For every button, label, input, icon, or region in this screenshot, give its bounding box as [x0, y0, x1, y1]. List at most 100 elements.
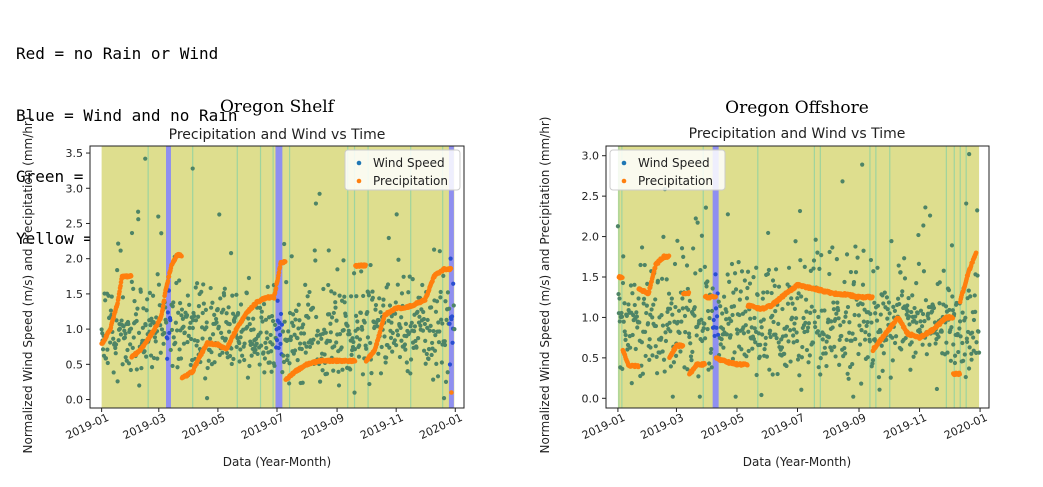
wind-speed-point	[914, 280, 919, 286]
wind-speed-point	[617, 296, 622, 301]
wind-speed-point	[775, 371, 780, 377]
wind-speed-point	[626, 302, 631, 307]
wind-speed-point	[736, 260, 741, 265]
panel-title: Oregon Shelf	[220, 97, 336, 117]
legend-wind-label: Wind Speed	[638, 156, 710, 170]
wind-speed-point	[655, 278, 660, 283]
wind-speed-point	[703, 205, 709, 210]
wind-speed-point	[734, 327, 740, 332]
wind-speed-point	[430, 340, 435, 346]
wind-speed-point	[920, 342, 925, 347]
wind-speed-point	[759, 325, 764, 330]
wind-speed-point	[105, 360, 110, 366]
wind-speed-point	[634, 310, 639, 315]
wind-speed-point	[108, 340, 113, 345]
wind-speed-point	[428, 323, 433, 328]
wind-speed-point	[760, 296, 765, 301]
wind-speed-point	[304, 344, 309, 349]
wind-speed-point	[404, 360, 409, 365]
wind-speed-point	[946, 288, 952, 293]
wind-speed-point	[296, 326, 301, 331]
wind-speed-point	[792, 321, 797, 326]
wind-speed-point	[884, 337, 889, 343]
y-tick-label: 0.0	[66, 394, 84, 407]
wind-speed-point	[399, 291, 405, 296]
wind-speed-point	[934, 386, 940, 392]
wind-speed-point	[971, 335, 976, 340]
wind-speed-point	[126, 361, 132, 366]
wind-speed-point	[351, 271, 357, 276]
wind-speed-point	[686, 307, 691, 312]
wind-speed-point	[360, 372, 366, 377]
wind-speed-point	[295, 358, 300, 363]
wind-speed-point	[640, 371, 645, 376]
wind-speed-point	[210, 300, 215, 305]
wind-speed-point	[737, 297, 742, 302]
wind-speed-point	[754, 372, 759, 378]
wind-speed-point	[115, 379, 120, 384]
wind-speed-point	[278, 341, 283, 346]
wind-speed-point	[714, 325, 719, 330]
wind-speed-point	[644, 303, 649, 308]
precipitation-point	[161, 298, 167, 303]
wind-speed-point	[387, 345, 392, 350]
wind-speed-point	[848, 269, 854, 275]
wind-speed-point	[708, 350, 713, 355]
wind-speed-point	[291, 351, 296, 356]
wind-speed-point	[802, 264, 807, 269]
wind-speed-point	[410, 277, 415, 282]
wind-speed-point	[615, 224, 621, 229]
wind-speed-point	[630, 291, 635, 296]
wind-speed-point	[862, 337, 868, 342]
wind-speed-point	[865, 355, 870, 360]
wind-speed-point	[426, 356, 431, 362]
wind-speed-point	[312, 248, 317, 253]
wind-speed-point	[121, 324, 126, 329]
wind-speed-point	[822, 308, 827, 313]
wind-speed-point	[695, 220, 700, 225]
y-tick-label: 2.0	[66, 253, 84, 266]
wind-speed-point	[712, 333, 717, 339]
wind-speed-point	[145, 297, 150, 302]
wind-speed-point	[179, 313, 184, 318]
wind-speed-point	[682, 313, 688, 319]
wind-speed-point	[242, 357, 247, 363]
wind-speed-point	[337, 332, 343, 337]
wind-speed-point	[195, 338, 200, 344]
wind-speed-point	[906, 314, 912, 319]
wind-speed-point	[706, 367, 711, 372]
precipitation-point	[363, 262, 368, 268]
wind-speed-point	[774, 336, 779, 341]
wind-speed-point	[906, 295, 911, 301]
wind-speed-point	[629, 380, 634, 386]
wind-speed-point	[768, 334, 773, 340]
wind-speed-point	[733, 394, 738, 399]
wind-speed-point	[352, 347, 358, 352]
wind-speed-point	[803, 297, 809, 302]
wind-speed-point	[668, 329, 673, 334]
precipitation-point	[957, 371, 963, 377]
wind-speed-point	[824, 339, 829, 344]
wind-speed-point	[673, 304, 678, 310]
legend-wind-label: Wind Speed	[373, 156, 445, 170]
x-tick-label: 2019-09	[821, 411, 868, 442]
wind-speed-point	[897, 301, 902, 307]
wind-speed-point	[343, 313, 348, 318]
wind-speed-point	[232, 319, 237, 324]
wind-speed-point	[159, 327, 165, 332]
wind-speed-point	[827, 249, 832, 255]
wind-speed-point	[709, 347, 714, 352]
wind-speed-point	[193, 318, 199, 323]
wind-speed-point	[675, 238, 680, 243]
wind-speed-point	[336, 383, 342, 388]
wind-speed-point	[229, 346, 234, 351]
wind-speed-point	[637, 320, 642, 325]
wind-speed-point	[390, 349, 395, 354]
wind-speed-point	[955, 331, 960, 337]
wind-speed-point	[641, 296, 647, 301]
wind-speed-point	[118, 248, 123, 253]
wind-speed-point	[743, 323, 748, 328]
wind-speed-point	[315, 328, 320, 333]
chart-title: Precipitation and Wind vs Time	[689, 126, 906, 142]
wind-speed-point	[439, 317, 444, 322]
